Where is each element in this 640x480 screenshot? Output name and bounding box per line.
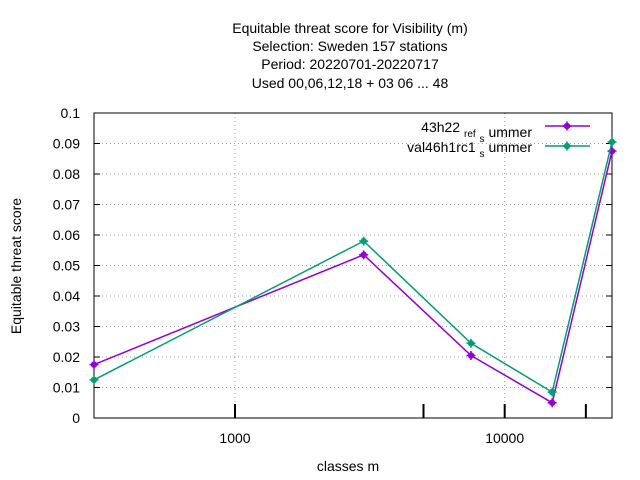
legend-sample-2 <box>545 141 590 151</box>
legend-label-1-sub2: s <box>480 134 485 145</box>
legend-marker-1 <box>562 121 572 131</box>
y-tick-label: 0.09 <box>53 136 80 152</box>
series-line-2 <box>93 141 613 394</box>
series-1-point <box>466 350 476 360</box>
y-tick-label: 0.1 <box>61 105 81 121</box>
legend-label-2: val46h1rc1 s ummer <box>407 139 532 160</box>
legend-label-1-tail: ummer <box>488 124 532 140</box>
legend-label-2-main: val46h1rc1 <box>407 139 476 155</box>
grid-lines <box>94 113 612 418</box>
legend-label-1-main: 43h22 <box>421 119 460 135</box>
x-tick-label: 10000 <box>485 430 524 446</box>
legend-label-2-sub2: s <box>480 149 485 160</box>
y-tick-label: 0 <box>72 410 80 426</box>
legend-label-1-sub1: ref <box>464 129 476 140</box>
series-2-point <box>466 338 476 348</box>
legend: 43h22 ref s ummer val46h1rc1 s ummer <box>407 119 590 160</box>
series-2-point <box>359 236 369 246</box>
series-1-point <box>89 360 99 370</box>
y-tick-label: 0.01 <box>53 380 80 396</box>
chart-title: Equitable threat score for Visibility (m… <box>232 20 468 91</box>
y-tick-label: 0.06 <box>53 227 80 243</box>
y-axis-ticks: 0 0.01 0.02 0.03 0.04 0.05 0.06 0.07 0.08 0.09 0.1 <box>53 105 612 426</box>
series-2-point <box>607 137 617 147</box>
title-line-2: Selection: Sweden 157 stations <box>252 38 447 54</box>
legend-sample-1 <box>545 121 590 131</box>
y-tick-label: 0.05 <box>53 258 80 274</box>
series-1-point <box>547 398 557 408</box>
title-line-4: Used 00,06,12,18 + 03 06 ... 48 <box>252 75 449 91</box>
y-axis-label: Equitable threat score <box>8 198 24 334</box>
series-2-point <box>89 375 99 385</box>
title-line-3: Period: 20220701-20220717 <box>261 56 439 72</box>
series-line-1 <box>93 150 613 404</box>
y-tick-label: 0.03 <box>53 319 80 335</box>
series-group <box>89 137 617 408</box>
series-2-point <box>547 387 557 397</box>
x-tick-label: 1000 <box>219 430 250 446</box>
y-tick-label: 0.02 <box>53 349 80 365</box>
series-1-point <box>359 250 369 260</box>
y-tick-label: 0.04 <box>53 288 80 304</box>
legend-marker-2 <box>562 141 572 151</box>
y-tick-label: 0.07 <box>53 197 80 213</box>
y-tick-label: 0.08 <box>53 166 80 182</box>
title-line-1: Equitable threat score for Visibility (m… <box>232 20 468 36</box>
x-axis-label: classes m <box>317 458 379 474</box>
x-axis-ticks: 1000 10000 <box>219 404 587 446</box>
legend-label-2-tail: ummer <box>488 139 532 155</box>
legend-label-1: 43h22 ref s ummer <box>421 119 532 145</box>
